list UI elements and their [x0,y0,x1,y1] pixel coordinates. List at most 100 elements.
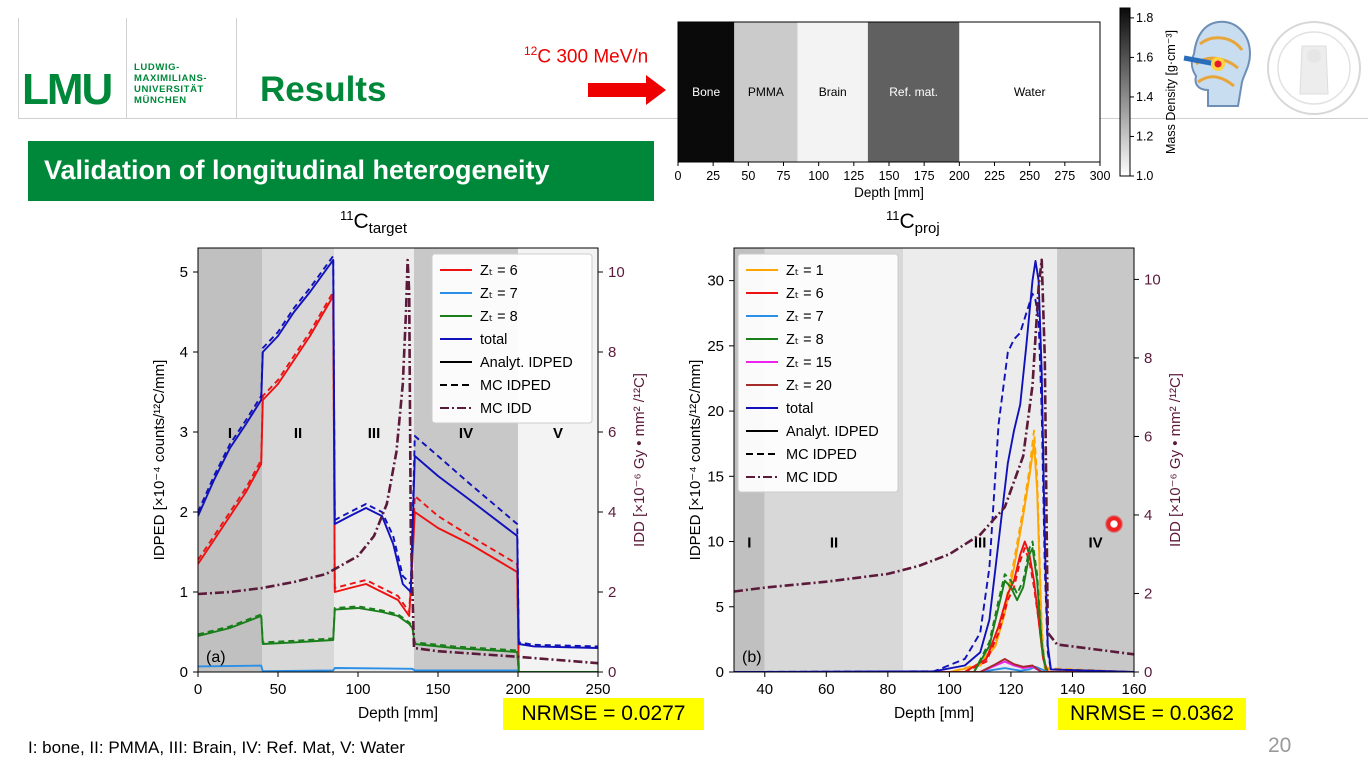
x-tick-label: 200 [505,681,530,698]
y2-tick-label: 4 [1144,507,1152,524]
region-label-1: II [294,425,302,442]
logo-divider-mid [126,18,127,118]
legend-entry-9: MC IDD [786,470,838,486]
phantom-xlabel: Depth [mm] [854,185,924,200]
phantom-xtick-label: 0 [675,169,682,183]
legend-entry-5: MC IDPED [480,378,551,394]
region-label-3: IV [1088,535,1102,552]
x-tick-label: 140 [1060,681,1085,698]
phantom-xtick-label: 225 [984,169,1005,183]
university-line-4: MÜNCHEN [134,95,187,106]
colorbar-tick-label: 1.0 [1136,169,1153,183]
phantom-segment-3 [867,22,960,162]
x-tick-label: 120 [998,681,1023,698]
region-band-2 [903,248,1058,672]
legend-entry-4: Analyt. IDPED [480,355,573,371]
region-label-2: III [368,425,381,442]
x-tick-label: 100 [345,681,370,698]
y2-tick-label: 2 [1144,585,1152,602]
region-band-2 [334,248,414,672]
legend-entry-4: Zₜ = 15 [786,355,832,371]
y2-tick-label: 0 [1144,664,1152,681]
series-line-total [198,259,598,649]
y2-tick-label: 8 [608,344,616,361]
logo-divider-right [236,18,237,118]
idped-chart-target: I II III IV V0 50 100 150 200 2500123450246810Dep… [151,247,648,722]
series-line-z-t-8-mc [198,605,598,672]
region-band-1 [262,248,334,672]
x-tick-label: 160 [1121,681,1146,698]
y2-tick-label: 6 [608,424,616,441]
pointer-dot [1105,515,1123,533]
series-line-total-mc [198,255,598,648]
region-label-3: IV [459,425,473,442]
y2-tick-label: 10 [608,264,625,281]
university-line-3: UNIVERSITÄT [134,84,204,95]
y-axis-label: IDPED [×10⁻⁴ counts/¹²C/mm] [687,360,704,561]
legend-entry-2: Zₜ = 7 [786,309,824,325]
region-band-3 [1057,248,1134,672]
y-tick-label: 1 [180,584,188,601]
legend-entry-1: Zₜ = 6 [786,286,824,302]
colorbar-tick-label: 1.4 [1136,90,1153,104]
phantom-segment-label-3: Ref. mat. [889,85,938,99]
series-line-total [734,260,1134,672]
series-line-z-t-8-mc [734,540,1134,672]
y-tick-label: 2 [180,504,188,521]
y-tick-label: 4 [180,344,188,361]
phantom-xtick-label: 175 [914,169,935,183]
x-tick-label: 80 [880,681,897,698]
phantom-density-chart: Bone PMMA Brain Ref. mat. Water 0 25 50 75 100 125… [675,7,1178,200]
panel-label: (a) [206,649,226,666]
section-banner [28,141,654,201]
legend-entry-0: Zₜ = 6 [480,263,518,279]
left-chart-title-mass: 11 [340,208,354,223]
nrmse-target-badge: NRMSE = 0.0277 [503,698,704,730]
legend-box [431,253,593,424]
series-line-total-mc [734,292,1134,672]
plot-frame [733,247,1135,673]
y-tick-label: 3 [180,424,188,441]
x-tick-label: 150 [425,681,450,698]
phantom-xtick-label: 150 [879,169,900,183]
university-seal-icon [1267,21,1361,115]
colorbar-tick-label: 1.2 [1136,129,1153,143]
region-label-4: V [553,425,563,442]
phantom-xtick-label: 250 [1019,169,1040,183]
panel-label: (b) [742,649,762,666]
plot-frame [197,247,599,673]
section-banner-text: Validation of longitudinal heterogeneity [44,155,550,185]
region-label-1: II [830,535,838,552]
colorbar-tick-label: 1.6 [1136,50,1153,64]
y-tick-label: 0 [180,664,188,681]
y2-tick-label: 10 [1144,271,1161,288]
x-axis-label: Depth [mm] [894,705,974,722]
y2-tick-label: 8 [1144,350,1152,367]
legend-entry-0: Zₜ = 1 [786,263,824,279]
page-title: Results [260,70,387,109]
beam-label-text: C 300 MeV/n [537,46,649,68]
colorbar [1119,7,1131,177]
y-tick-label: 0 [716,664,724,681]
y2-tick-label: 4 [608,504,616,521]
y-tick-label: 5 [716,599,724,616]
left-chart-title-main: C [353,210,369,233]
x-tick-label: 60 [818,681,835,698]
phantom-segment-label-4: Water [1014,85,1046,99]
university-line-1: LUDWIG- [134,62,180,73]
phantom-xtick-label: 100 [808,169,829,183]
phantom-xtick-label: 300 [1090,169,1111,183]
legend-entry-7: Analyt. IDPED [786,424,879,440]
phantom-segment-1 [734,22,798,162]
phantom-segment-label-1: PMMA [748,85,784,99]
legend-entry-3: Zₜ = 8 [786,332,824,348]
head-beam-icon [1183,20,1252,107]
lmu-logo: LMU [22,65,113,114]
legend-box [737,253,899,493]
series-line-z-t-6 [198,295,598,672]
y2-tick-label: 6 [1144,428,1152,445]
page-number: 20 [1268,734,1292,757]
phantom-xtick-label: 25 [706,169,720,183]
series-line-z-t-1-mc [734,429,1134,672]
